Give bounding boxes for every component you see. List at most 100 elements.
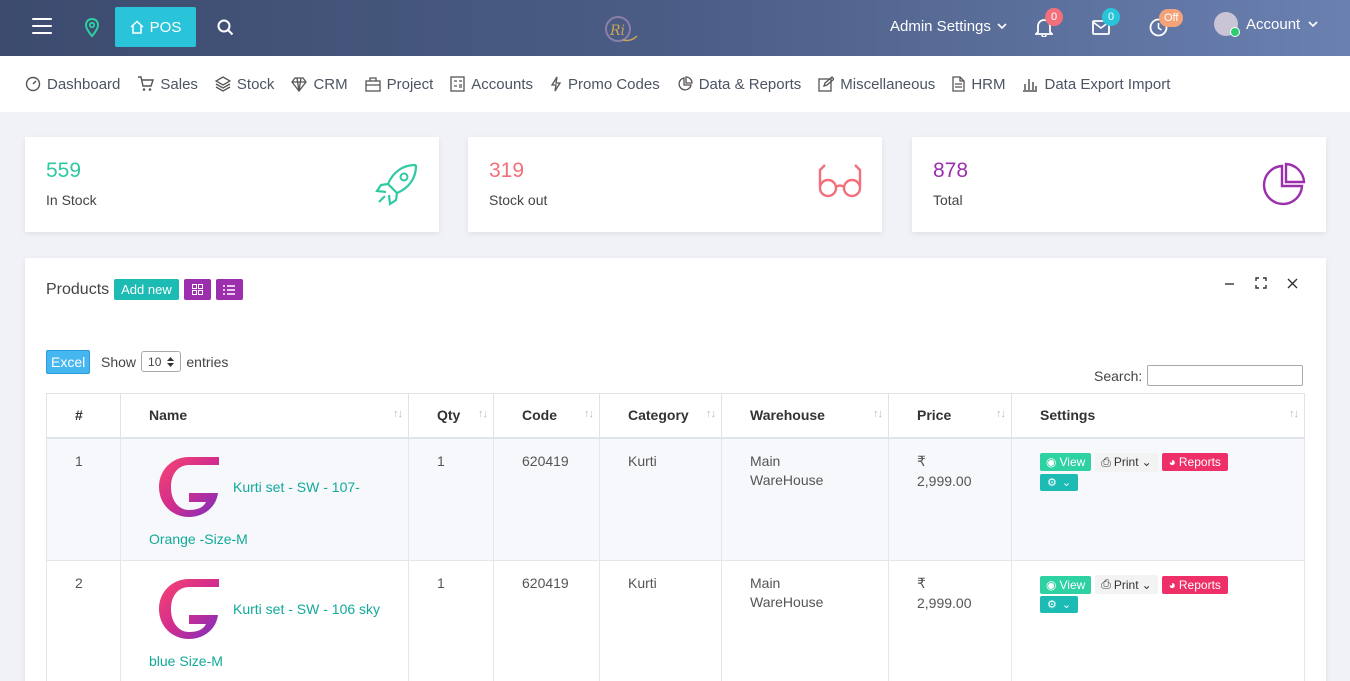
product-link[interactable]: blue Size-M [149,653,223,669]
cell-price: ₹ 2,999.00 [888,560,1012,681]
bar-chart-icon [1023,78,1038,92]
cell-code: 620419 [493,437,600,561]
close-icon[interactable] [1287,276,1298,292]
sort-icon: ↑↓ [996,408,1006,420]
pie-chart-icon: ◕ [1168,455,1176,469]
excel-export-button[interactable]: Excel [46,350,91,374]
nav-data-export-import[interactable]: Data Export Import [1022,76,1170,93]
settings-dropdown-button[interactable]: ⚙ ⌄ [1040,473,1079,491]
pie-chart-icon: ◕ [1168,577,1176,592]
messages-badge: 0 [1102,8,1120,26]
mail-icon[interactable]: 0 [1092,8,1120,38]
stat-card-stock-out: 319 Stock out [468,137,882,232]
column-header-warehouse[interactable]: Warehouse ↑↓ [721,393,889,439]
nav-data-reports[interactable]: Data & Reports [677,75,802,93]
nav-label: Project [386,75,434,93]
pie-chart-icon [678,76,693,91]
stat-label: Stock out [489,192,548,208]
svg-text:Ri: Ri [609,23,625,39]
currency-symbol: ₹ [917,452,926,469]
print-button[interactable]: ⎙ Print ⌄ [1095,575,1158,594]
reports-button[interactable]: ◕ Reports [1161,453,1228,471]
product-logo-icon [159,579,219,639]
calculator-icon [450,76,465,92]
main-nav: Dashboard Sales Stock CRM Project Accoun… [0,56,1350,112]
nav-label: Data & Reports [698,75,802,93]
nav-accounts[interactable]: Accounts [450,76,533,93]
column-header-price[interactable]: Price ↑↓ [888,393,1012,439]
list-view-button[interactable] [215,279,243,300]
reports-button[interactable]: ◕ Reports [1161,575,1228,594]
hamburger-menu-icon[interactable] [32,18,52,36]
product-logo-icon [159,456,219,517]
add-new-button[interactable]: Add new [114,279,179,300]
nav-crm[interactable]: CRM [291,75,348,93]
entries-select[interactable]: 10 [141,351,182,372]
search-input[interactable] [1147,365,1304,386]
product-link[interactable]: Kurti set - SW - 107- [233,478,360,495]
warehouse-line: Main [750,575,781,591]
search-icon[interactable] [217,19,234,39]
products-header: Products Add new [46,279,243,300]
table-search: Search: [1094,365,1304,386]
product-name: Kurti set - SW - 106 sky blue Size-M [149,575,408,669]
product-link[interactable]: Kurti set - SW - 106 sky [233,601,381,617]
product-link[interactable]: Orange -Size-M [149,530,248,547]
top-bar: POS Ri Admin Settings 0 0 Off Account [0,0,1350,56]
pos-label: POS [149,18,182,36]
currency-symbol: ₹ [917,575,926,591]
cell-settings: ◉ View ⎙ Print ⌄ ◕ Reports ⚙ ⌄ [1011,437,1305,561]
account-menu[interactable]: Account [1214,12,1318,37]
view-button[interactable]: ◉ View [1040,575,1092,594]
minimize-icon[interactable] [1224,276,1235,292]
cell-category: Kurti [599,560,722,681]
column-header-qty[interactable]: Qty ↑↓ [408,393,494,439]
products-panel: Products Add new Excel Show 10 entries S… [25,258,1326,681]
column-header-index[interactable]: # [46,393,121,439]
fullscreen-icon[interactable] [1255,276,1267,292]
cart-icon [138,76,155,91]
stat-value: 319 [489,159,525,182]
action-buttons: ◉ View ⎙ Print ⌄ ◕ Reports [1040,452,1304,472]
admin-settings-menu[interactable]: Admin Settings [890,18,1007,35]
status-badge: Off [1159,9,1184,27]
sort-icon: ↑↓ [873,408,883,420]
nav-label: Dashboard [47,75,121,93]
nav-label: Data Export Import [1044,75,1171,93]
nav-hrm[interactable]: HRM [952,76,1005,93]
account-label: Account [1246,15,1301,33]
nav-project[interactable]: Project [364,75,434,93]
column-header-category[interactable]: Category ↑↓ [599,393,722,439]
notifications-bell-icon[interactable]: 0 [1033,8,1063,40]
price-value: 2,999.00 [917,472,972,489]
eye-icon: ◉ [1046,577,1057,592]
nav-stock[interactable]: Stock [214,76,274,93]
diamond-icon [291,76,308,92]
location-pin-icon[interactable] [84,17,100,41]
products-table: # Name ↑↓ Qty ↑↓ Code ↑↓ Category ↑↓ Warehou… [46,393,1305,681]
column-header-code[interactable]: Code ↑↓ [493,393,600,439]
nav-sales[interactable]: Sales [137,76,198,93]
view-button[interactable]: ◉ View [1040,453,1092,471]
column-header-settings[interactable]: Settings ↑↓ [1011,393,1305,439]
entries-label: entries [186,353,229,370]
nav-label: CRM [313,75,348,93]
nav-miscellaneous[interactable]: Miscellaneous [818,76,935,93]
stat-card-total: 878 Total [912,137,1326,232]
pos-button[interactable]: POS [115,7,196,47]
entries-length-control: Show 10 entries [101,351,228,372]
column-header-name[interactable]: Name ↑↓ [120,393,409,439]
clock-icon[interactable]: Off [1149,9,1184,40]
entries-value: 10 [148,354,162,369]
table-header-row: # Name ↑↓ Qty ↑↓ Code ↑↓ Category ↑↓ Warehou… [46,393,1305,439]
chevron-down-icon: ⌄ [1061,476,1072,489]
chevron-down-icon [1308,20,1318,27]
grid-view-button[interactable] [183,279,211,300]
nav-promo-codes[interactable]: Promo Codes [550,76,660,93]
cell-price: ₹ 2,999.00 [888,437,1012,561]
layers-icon [214,76,231,92]
cell-index: 1 [46,437,121,561]
nav-dashboard[interactable]: Dashboard [25,76,120,93]
print-button[interactable]: ⎙ Print ⌄ [1095,452,1158,472]
settings-dropdown-button[interactable]: ⚙ ⌄ [1040,596,1079,613]
